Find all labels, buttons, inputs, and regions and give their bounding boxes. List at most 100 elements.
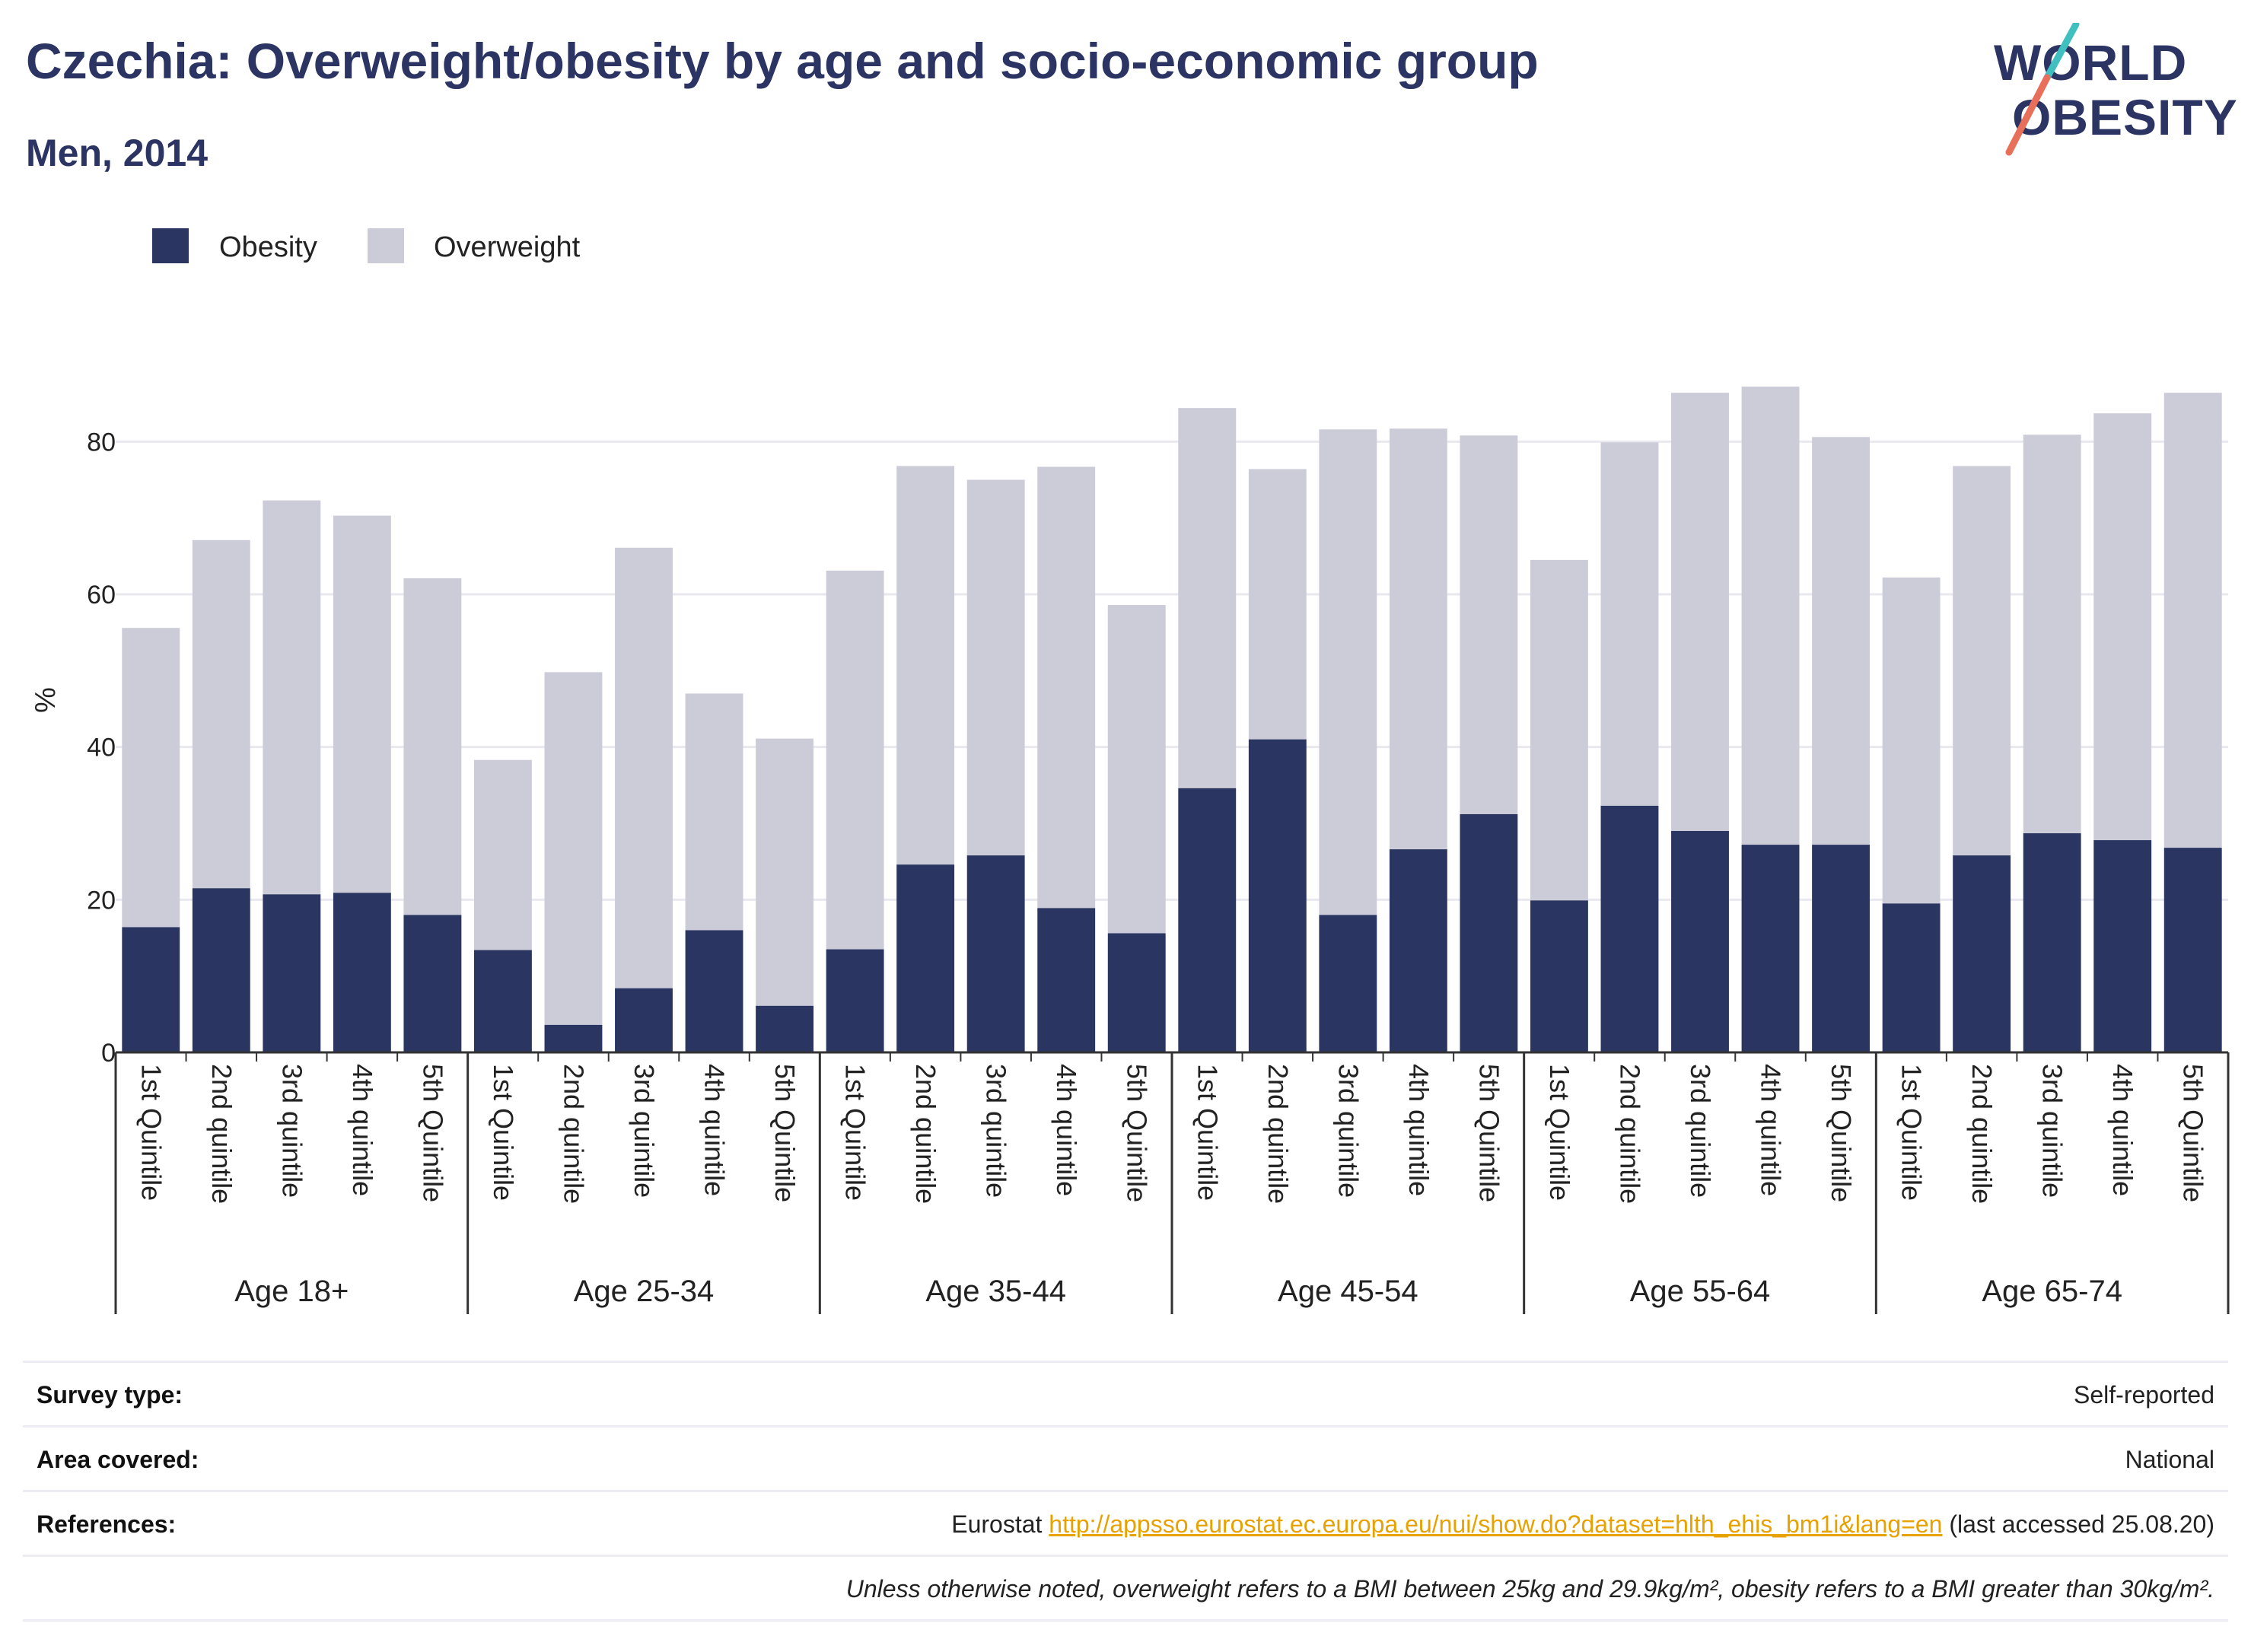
y-tick-label: 80 (87, 428, 116, 457)
axes: 0 20 40 60 80% 1st Quintile 2nd quintile 3rd qu… (30, 428, 2230, 1314)
logo-line-2: OBESITY (2012, 89, 2238, 145)
y-tick-label: 60 (87, 581, 116, 610)
x-tick-label: 4th quintile (2107, 1064, 2138, 1196)
logo-line-1: WORLD (1994, 34, 2188, 91)
group-label: Age 55-64 (1630, 1275, 1771, 1308)
x-tick-label: 5th Quintile (417, 1064, 448, 1202)
bar-overweight (1107, 605, 1166, 934)
references-suffix: (last accessed 25.08.20) (1942, 1510, 2214, 1538)
x-tick-label: 3rd quintile (276, 1064, 307, 1198)
legend-label-overweight: Overweight (434, 231, 581, 263)
bar-obesity (1460, 813, 1518, 1052)
world-obesity-logo: WORLD OBESITY (1986, 23, 2237, 167)
bar-overweight (2023, 434, 2081, 834)
x-tick-label: 5th Quintile (2178, 1064, 2209, 1202)
bar-overweight (2163, 393, 2222, 848)
bar-overweight (1812, 437, 1871, 845)
page-title: Czechia: Overweight/obesity by age and s… (26, 33, 1539, 89)
bar-overweight (1319, 429, 1377, 915)
bar-overweight (263, 500, 321, 895)
survey-type-row: Survey type: Self-reported (23, 1361, 2228, 1425)
x-tick-label: 3rd quintile (981, 1064, 1012, 1198)
bar-obesity (1319, 915, 1377, 1052)
y-tick-label: 40 (87, 734, 116, 762)
references-label: References: (37, 1510, 177, 1538)
bar-obesity (615, 988, 673, 1052)
bar-obesity (192, 888, 250, 1052)
x-tick-label: 1st Quintile (840, 1064, 871, 1201)
x-tick-label: 2nd quintile (910, 1064, 941, 1204)
bar-overweight (756, 738, 814, 1006)
references-prefix: Eurostat (951, 1510, 1049, 1538)
bar-obesity (2023, 833, 2081, 1052)
bar-overweight (122, 628, 180, 928)
bar-obesity (1882, 903, 1941, 1052)
bar-obesity (403, 915, 462, 1052)
legend-swatch-overweight (368, 228, 404, 263)
legend: Obesity Overweight (152, 228, 581, 263)
x-tick-label: 4th quintile (347, 1064, 378, 1196)
x-tick-label: 2nd quintile (1614, 1064, 1645, 1204)
x-tick-label: 5th Quintile (769, 1064, 801, 1202)
y-axis-label: % (30, 687, 62, 713)
x-tick-label: 3rd quintile (1685, 1064, 1716, 1198)
bar-overweight (1882, 577, 1941, 904)
group-label: Age 35-44 (925, 1275, 1066, 1308)
bars (122, 387, 2222, 1052)
bar-obesity (1248, 739, 1307, 1052)
x-tick-label: 4th quintile (1051, 1064, 1082, 1196)
bar-obesity (2163, 848, 2222, 1052)
bar-overweight (1389, 428, 1447, 850)
bar-obesity (1671, 831, 1729, 1052)
bar-obesity (1037, 908, 1096, 1052)
x-tick-label: 2nd quintile (558, 1064, 589, 1204)
group-label: Age 45-54 (1278, 1275, 1418, 1308)
group-label: Age 25-34 (574, 1275, 715, 1308)
bar-overweight (1671, 393, 1729, 832)
x-tick-label: 1st Quintile (488, 1064, 519, 1201)
x-tick-label: 4th quintile (1756, 1064, 1787, 1196)
x-tick-label: 1st Quintile (1544, 1064, 1575, 1201)
bar-obesity (1600, 805, 1659, 1052)
bar-overweight (966, 479, 1025, 856)
bar-overweight (1460, 435, 1518, 814)
references-link[interactable]: http://appsso.eurostat.ec.europa.eu/nui/… (1049, 1510, 1943, 1538)
info-table: Survey type: Self-reported Area covered:… (23, 1361, 2228, 1622)
x-tick-label: 1st Quintile (135, 1064, 167, 1201)
bar-overweight (2093, 413, 2152, 841)
x-tick-label: 2nd quintile (1262, 1064, 1294, 1204)
area-covered-label: Area covered: (37, 1446, 199, 1473)
x-tick-label: 2nd quintile (206, 1064, 237, 1204)
y-tick-label: 20 (87, 886, 116, 915)
bar-obesity (263, 894, 321, 1052)
bar-overweight (1037, 466, 1096, 909)
bar-overweight (685, 693, 743, 931)
bar-obesity (756, 1005, 814, 1052)
x-tick-label: 4th quintile (1403, 1064, 1434, 1196)
bar-overweight (544, 672, 603, 1025)
y-tick-label: 0 (101, 1039, 116, 1068)
x-tick-label: 3rd quintile (629, 1064, 660, 1198)
survey-type-label: Survey type: (37, 1381, 183, 1408)
bar-overweight (1953, 466, 2011, 856)
bar-overweight (1530, 559, 1588, 901)
bar-obesity (896, 864, 955, 1052)
bar-obesity (473, 950, 532, 1052)
x-tick-label: 2nd quintile (1966, 1064, 1998, 1204)
legend-swatch-obesity (152, 228, 189, 263)
bar-obesity (1530, 900, 1588, 1052)
x-tick-label: 1st Quintile (1896, 1064, 1928, 1201)
bar-obesity (333, 893, 391, 1052)
survey-type-value: Self-reported (2074, 1381, 2214, 1408)
bar-obesity (966, 855, 1025, 1052)
bar-overweight (1741, 387, 1800, 845)
legend-label-obesity: Obesity (219, 231, 317, 263)
bar-overweight (1248, 469, 1307, 740)
bar-obesity (826, 949, 884, 1052)
bar-overweight (192, 540, 250, 889)
definition-note-row: Unless otherwise noted, overweight refer… (23, 1555, 2228, 1622)
bar-obesity (1389, 849, 1447, 1052)
grid-lines (116, 440, 2228, 901)
bar-obesity (1741, 845, 1800, 1052)
bar-obesity (2093, 840, 2152, 1052)
